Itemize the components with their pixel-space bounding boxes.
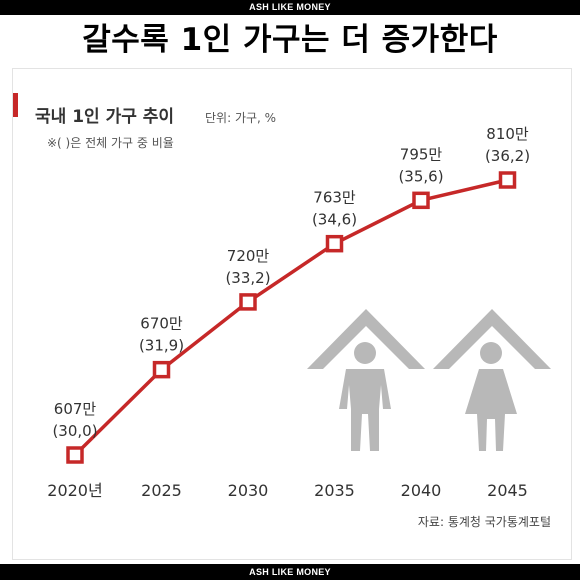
brand-banner-top: ASH LIKE MONEY xyxy=(0,0,580,15)
data-point xyxy=(152,360,171,379)
unit-label: 단위: 가구, % xyxy=(205,111,276,125)
data-value-label: 720만 xyxy=(227,247,270,265)
page-headline: 갈수록 1인 가구는 더 증가한다 xyxy=(82,22,498,58)
data-ratio-label: (35,6) xyxy=(398,167,443,185)
data-value-label: 763만 xyxy=(313,189,356,207)
data-value-label: 607만 xyxy=(54,400,97,418)
data-value-label: 795만 xyxy=(400,145,443,163)
data-ratio-label: (34,6) xyxy=(312,211,357,229)
house-man-icon xyxy=(307,309,425,451)
data-value-label: 670만 xyxy=(140,315,183,333)
series-line xyxy=(73,178,508,457)
x-tick-label: 2030 xyxy=(228,481,269,500)
data-point xyxy=(239,293,257,311)
x-tick-label: 2025 xyxy=(141,481,182,500)
x-tick-label: 2045 xyxy=(487,481,528,500)
title-accent-bar xyxy=(13,93,18,117)
data-point xyxy=(498,171,517,189)
data-ratio-label: (33,2) xyxy=(225,269,270,287)
line-chart: 국내 1인 가구 추이 단위: 가구, % ※( )은 전체 가구 중 비율 6… xyxy=(13,93,551,529)
chart-title: 국내 1인 가구 추이 xyxy=(35,107,174,127)
x-tick-label: 2040 xyxy=(401,481,442,500)
x-tick-label: 2035 xyxy=(314,481,355,500)
data-value-label: 810만 xyxy=(486,125,529,143)
x-tick-label: 2020년 xyxy=(47,481,102,500)
data-point xyxy=(325,234,344,253)
chart-header: 국내 1인 가구 추이 단위: 가구, % ※( )은 전체 가구 중 비율 xyxy=(13,93,276,150)
house-woman-icon xyxy=(433,309,551,451)
ratio-note: ※( )은 전체 가구 중 비율 xyxy=(47,136,174,150)
plot-area: 607만 (30,0) 2020년 670만 (31,9) 2025 720만 (33,2) 2… xyxy=(47,125,530,500)
data-ratio-label: (30,0) xyxy=(52,422,97,440)
data-point xyxy=(412,191,430,210)
chart-card: 국내 1인 가구 추이 단위: 가구, % ※( )은 전체 가구 중 비율 6… xyxy=(12,68,572,560)
brand-banner-bottom: ASH LIKE MONEY xyxy=(0,564,580,580)
data-ratio-label: (36,2) xyxy=(485,147,530,165)
data-point xyxy=(66,446,84,464)
data-ratio-label: (31,9) xyxy=(139,337,184,355)
source-note: 자료: 통계청 국가통계포털 xyxy=(418,515,551,529)
